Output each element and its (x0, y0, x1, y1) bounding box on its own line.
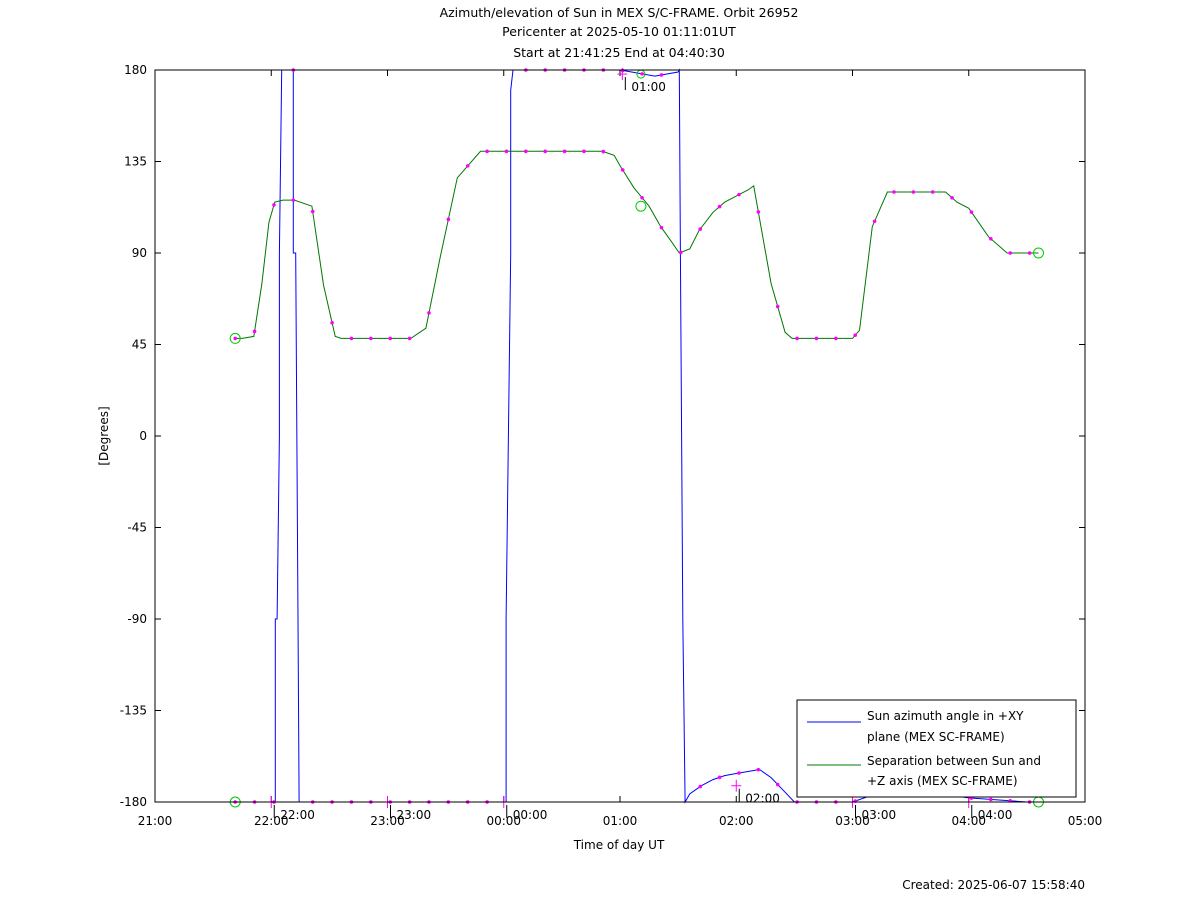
y-tick-label: -135 (120, 704, 147, 718)
y-tick-label: 0 (139, 429, 147, 443)
x-tick-label: 21:00 (138, 814, 173, 828)
chart-subtitle-start-end: Start at 21:41:25 End at 04:40:30 (513, 45, 725, 60)
x-tick-label: 22:00 (254, 814, 289, 828)
hour-marker-label: 00:00 (513, 808, 548, 822)
x-tick-label: 00:00 (486, 814, 521, 828)
separation-sample-point (543, 149, 548, 154)
separation-sample-point (679, 250, 683, 255)
hour-marker-label: 03:00 (862, 808, 897, 822)
hour-marker-label: 22:00 (280, 808, 315, 822)
azimuth-sample-point (737, 771, 741, 775)
separation-sample-point (775, 304, 780, 309)
hour-marker-label: 02:00 (745, 792, 780, 806)
separation-series-line (235, 150, 1039, 339)
azimuth-sample-point (989, 797, 993, 802)
azimuth-series-line (235, 68, 1039, 804)
separation-sample-point (969, 210, 974, 214)
azimuth-sample-point (659, 73, 664, 77)
y-tick-label: 45 (132, 338, 147, 352)
separation-sample-point (330, 321, 334, 325)
separation-sample-point (562, 149, 567, 154)
y-tick-label: -180 (120, 795, 147, 809)
legend-box (796, 699, 1077, 798)
separation-sample-point (737, 192, 741, 197)
separation-sample-point (310, 209, 315, 214)
y-tick-label: 180 (124, 63, 147, 77)
separation-sample-point (446, 217, 451, 222)
separation-sample-point (814, 336, 819, 341)
separation-sample-point (1008, 251, 1013, 255)
separation-sample-point (620, 168, 625, 172)
separation-sample-point (756, 210, 761, 214)
separation-sample-point (930, 190, 935, 194)
y-tick-label: -45 (127, 521, 147, 535)
plot-area: 21:00 22:00 23:00 00:00 01:00 02:00 03:00 04:00… (120, 63, 1103, 828)
separation-sample-point (427, 311, 431, 315)
separation-sample-point (485, 149, 489, 154)
x-tick-label: 02:00 (719, 814, 754, 828)
x-tick-label: 23:00 (370, 814, 405, 828)
separation-sample-point (1027, 251, 1032, 255)
separation-sample-point (911, 190, 916, 194)
y-tick-label: 90 (132, 246, 147, 260)
separation-sample-point (291, 198, 296, 202)
separation-sample-point (582, 149, 586, 154)
separation-sample-point (834, 336, 838, 341)
y-tick-label: -90 (127, 612, 147, 626)
separation-sample-point (465, 164, 470, 168)
chart-title: Azimuth/elevation of Sun in MEX S/C-FRAM… (440, 5, 799, 20)
azimuth-sample-point (717, 775, 722, 780)
plot-frame (154, 69, 1086, 803)
y-axis-label: [Degrees] (97, 406, 111, 465)
separation-sample-point (388, 336, 393, 341)
x-tick-label: 04:00 (951, 814, 986, 828)
separation-sample-point (989, 236, 993, 241)
separation-sample-point (349, 336, 354, 341)
azimuth-sample-point (640, 72, 644, 76)
chart-subtitle-pericenter: Pericenter at 2025-05-10 01:11:01UT (502, 24, 736, 39)
azimuth-sample-point (756, 767, 761, 772)
legend-label-separation-line1: Separation between Sun and (867, 754, 1041, 768)
separation-sample-point (717, 204, 722, 209)
legend: Sun azimuth angle in +XY plane (MEX SC-F… (796, 699, 1077, 798)
legend-label-azimuth-line2: plane (MEX SC-FRAME) (867, 730, 1005, 744)
separation-sample-point (950, 195, 954, 200)
separation-sample-point (524, 149, 528, 154)
azimuth-sample-point (775, 782, 780, 787)
separation-sample-point (272, 203, 276, 207)
legend-label-separation-line2: +Z axis (MEX SC-FRAME) (867, 774, 1018, 788)
separation-sample-point (233, 336, 238, 341)
x-tick-label: 03:00 (835, 814, 870, 828)
separation-sample-point (601, 149, 606, 154)
separation-sample-point (407, 336, 412, 341)
separation-sample-point (892, 190, 896, 194)
x-axis-label: Time of day UT (573, 838, 665, 852)
hour-marker-label: 23:00 (397, 808, 432, 822)
created-timestamp: Created: 2025-06-07 15:58:40 (902, 878, 1085, 892)
separation-sample-point (659, 225, 664, 230)
x-tick-label: 01:00 (603, 814, 638, 828)
separation-sample-point (795, 336, 799, 341)
separation-sample-point (698, 227, 703, 231)
separation-sample-point (504, 149, 509, 154)
separation-sample-point (640, 195, 644, 200)
separation-sample-point (369, 336, 373, 341)
y-tick-label: 135 (124, 155, 147, 169)
pericenter-marker (635, 200, 647, 212)
azimuth-sample-point (698, 784, 703, 789)
x-tick-label: 05:00 (1068, 814, 1103, 828)
hour-marker-label: 04:00 (978, 808, 1013, 822)
separation-sample-point (853, 333, 858, 338)
series-start-marker (229, 332, 241, 344)
series-end-marker (1033, 247, 1044, 259)
separation-sample-point (252, 329, 257, 334)
separation-sample-point (872, 219, 877, 224)
hour-marker-label: 01:00 (631, 80, 666, 94)
legend-label-azimuth-line1: Sun azimuth angle in +XY (867, 709, 1024, 723)
